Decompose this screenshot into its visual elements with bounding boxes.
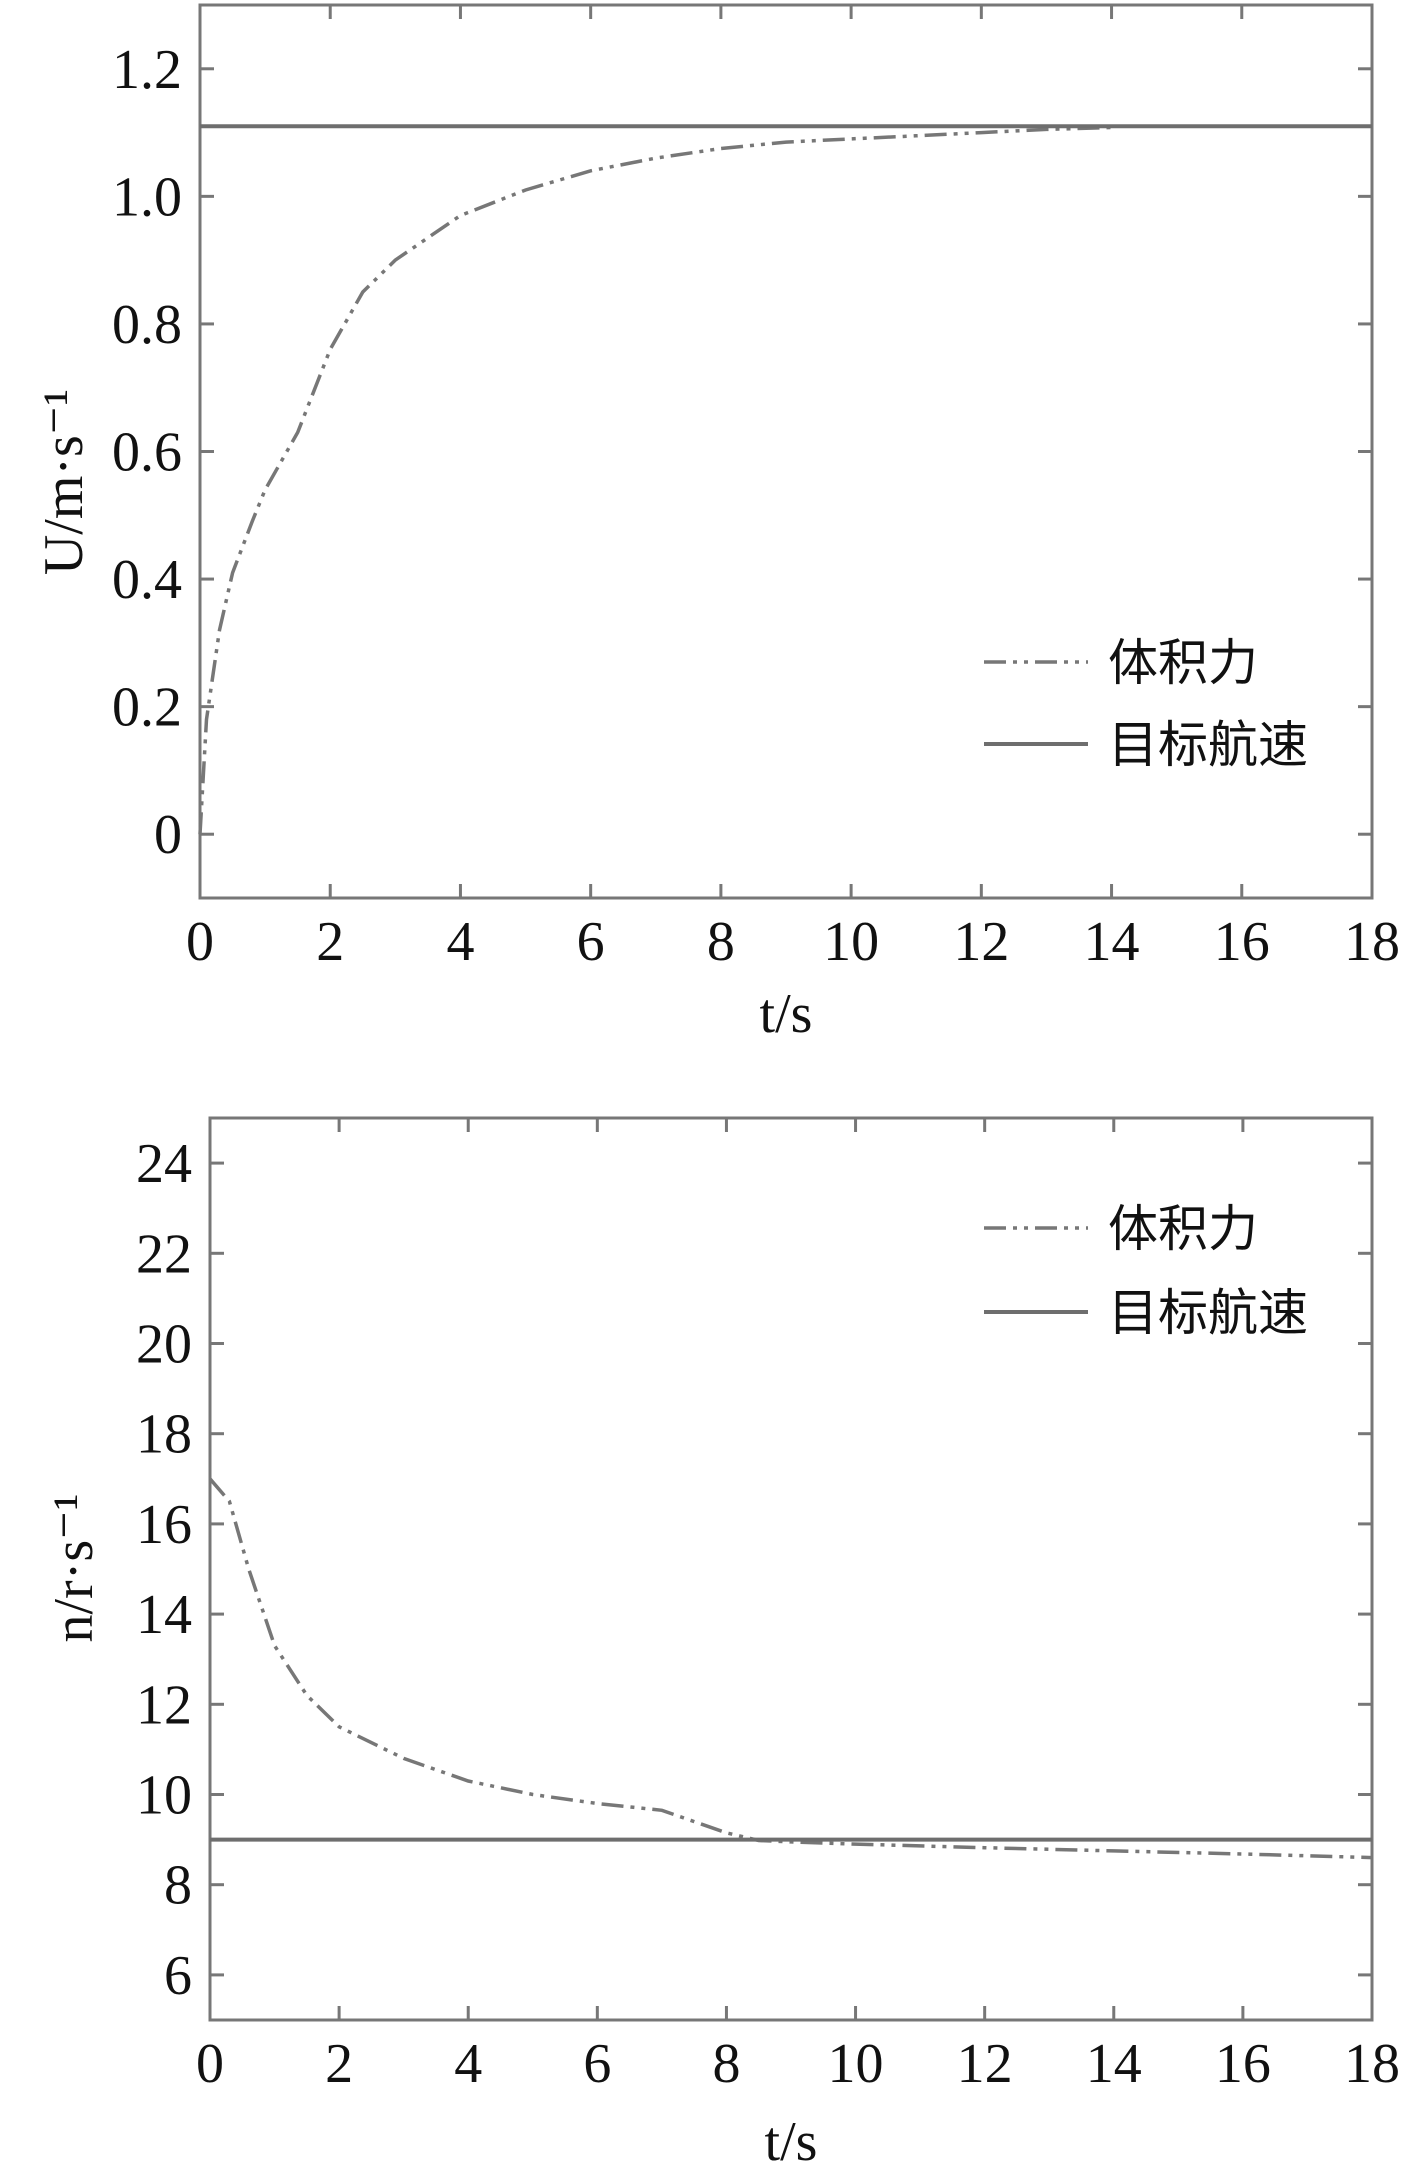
y-tick-label: 0.2: [112, 677, 182, 739]
y-tick-label: 0.4: [112, 549, 182, 611]
series-layer: [198, 124, 1372, 835]
y-tick-label: 0: [154, 804, 182, 866]
x-axis-title: t/s: [765, 2111, 818, 2173]
x-tick-label: 6: [583, 2033, 611, 2095]
legend-label-target: 目标航速: [1108, 716, 1308, 774]
x-axis-ticks: 0 2 4 6 8 10 12 14 16 18: [196, 1118, 1400, 2095]
x-tick-label: 16: [1215, 2033, 1271, 2095]
x-tick-label: 18: [1344, 911, 1400, 973]
x-tick-label: 10: [823, 911, 879, 973]
y-tick-label: 6: [164, 1945, 192, 2007]
x-axis-ticks: 0 2 4 6 8 10 12 14 16 18: [186, 5, 1400, 973]
y-tick-label: 16: [136, 1494, 192, 1556]
x-tick-label: 14: [1086, 2033, 1142, 2095]
y-tick-label: 22: [136, 1223, 192, 1285]
x-tick-label: 8: [707, 911, 735, 973]
x-tick-label: 2: [316, 911, 344, 973]
x-tick-label: 12: [957, 2033, 1013, 2095]
y-tick-label: 8: [164, 1855, 192, 1917]
y-tick-label: 18: [136, 1404, 192, 1466]
y-tick-label: 14: [136, 1584, 192, 1646]
series-layer: [208, 1477, 1373, 1860]
legend-label-simulation: 体积力: [1108, 634, 1258, 692]
y-tick-label: 1.2: [112, 39, 182, 101]
speed-chart: 0 0.2 0.4 0.6 0.8 1.0 1.2 0 2 4 6 8 10 12 14 16 18 U/m·…: [33, 3, 1400, 1045]
legend: 体积力 目标航速: [984, 1200, 1308, 1342]
plot-frame: [208, 1116, 1374, 2022]
legend: 体积力 目标航速: [984, 634, 1308, 774]
x-tick-label: 0: [196, 2033, 224, 2095]
series-line-simulation: [208, 1477, 1373, 1860]
y-tick-label: 24: [136, 1133, 192, 1195]
x-tick-label: 4: [446, 911, 474, 973]
x-tick-label: 16: [1214, 911, 1270, 973]
x-tick-label: 10: [828, 2033, 884, 2095]
y-axis-title: n/r·s⁻¹: [43, 1494, 105, 1643]
legend-label-target: 目标航速: [1108, 1284, 1308, 1342]
x-tick-label: 2: [325, 2033, 353, 2095]
x-tick-label: 4: [454, 2033, 482, 2095]
y-tick-label: 1.0: [112, 166, 182, 228]
y-axis-ticks: 6 8 10 12 14 16 18 20 22 24: [136, 1133, 1372, 2007]
y-tick-label: 0.8: [112, 294, 182, 356]
x-tick-label: 6: [577, 911, 605, 973]
legend-label-simulation: 体积力: [1108, 1200, 1258, 1258]
y-tick-label: 0.6: [112, 422, 182, 484]
y-tick-label: 10: [136, 1765, 192, 1827]
x-tick-label: 12: [953, 911, 1009, 973]
series-line-simulation: [198, 125, 1112, 835]
y-axis-title: U/m·s⁻¹: [33, 389, 95, 575]
x-tick-label: 0: [186, 911, 214, 973]
x-axis-title: t/s: [760, 983, 813, 1045]
x-tick-label: 18: [1344, 2033, 1400, 2095]
y-tick-label: 12: [136, 1674, 192, 1736]
x-tick-label: 14: [1084, 911, 1140, 973]
y-tick-label: 20: [136, 1314, 192, 1376]
x-tick-label: 8: [712, 2033, 740, 2095]
y-axis-ticks: 0 0.2 0.4 0.6 0.8 1.0 1.2: [112, 39, 1372, 866]
